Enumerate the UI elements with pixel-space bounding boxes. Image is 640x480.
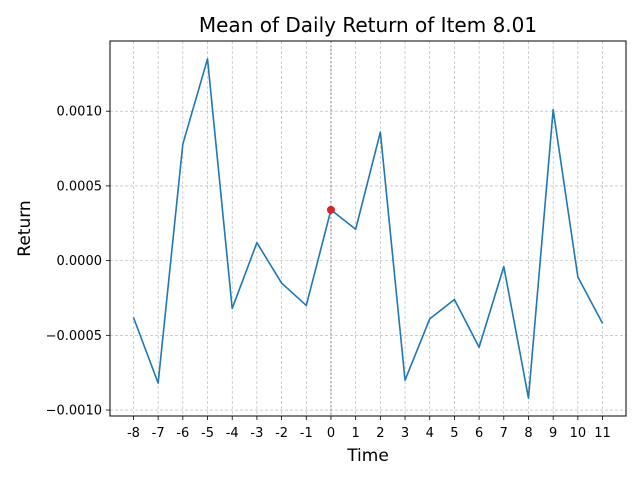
- grid-lines: [110, 41, 626, 416]
- x-tick-label: -8: [127, 426, 140, 441]
- y-axis-label: Return: [15, 200, 35, 256]
- plot-frame: [109, 40, 627, 417]
- x-tick-label: 7: [500, 426, 508, 441]
- x-axis-label: Time: [346, 446, 389, 466]
- x-tick-label: -3: [250, 426, 263, 441]
- x-tick-label: 6: [475, 426, 483, 441]
- y-tick-label: −0.0005: [46, 329, 102, 344]
- x-tick-label: 5: [450, 426, 458, 441]
- x-tick-label: 1: [352, 426, 360, 441]
- x-tick-label: -1: [300, 426, 313, 441]
- x-tick-label: -6: [176, 426, 189, 441]
- x-tick-label: 3: [401, 426, 409, 441]
- x-tick-label: 9: [549, 426, 557, 441]
- x-tick-label: 10: [570, 426, 587, 441]
- y-tick-label: −0.0010: [46, 404, 102, 419]
- series-layer: [132, 58, 604, 399]
- y-tick-label: 0.0010: [57, 105, 103, 120]
- highlight-point: [326, 205, 335, 214]
- y-tick-label: 0.0005: [57, 179, 103, 194]
- x-tick-label: -2: [275, 426, 288, 441]
- x-tick-label: 4: [426, 426, 434, 441]
- x-tick-label: -4: [226, 426, 239, 441]
- highlight-layer: [326, 205, 335, 214]
- y-tick-label: 0.0000: [57, 254, 103, 269]
- x-tick-label: 0: [327, 426, 335, 441]
- x-axis-ticks: -8 -7 -6 -5 -4 -3 -2 -1 0 1 2 3 4 5 6 7 8 9 10 11: [127, 416, 611, 441]
- y-axis-ticks: −0.0010 −0.0005 0.0000 0.0005 0.0010: [46, 105, 110, 419]
- series-line-0: [132, 58, 604, 399]
- chart-title: Mean of Daily Return of Item 8.01: [199, 13, 537, 37]
- x-tick-label: -7: [152, 426, 165, 441]
- x-tick-label: 8: [524, 426, 532, 441]
- x-tick-label: 2: [376, 426, 384, 441]
- x-tick-label: -5: [201, 426, 214, 441]
- x-tick-label: 11: [594, 426, 611, 441]
